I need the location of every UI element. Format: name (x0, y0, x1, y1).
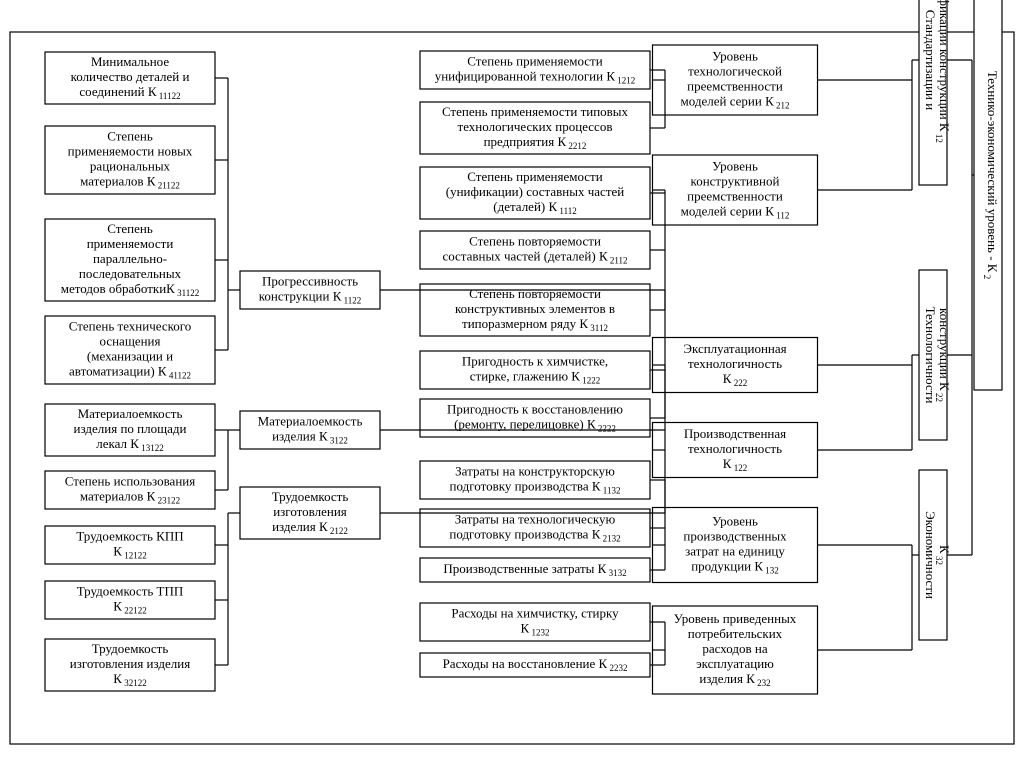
svg-text:(механизации и: (механизации и (87, 348, 173, 363)
node-l4e: Уровеньпроизводственныхзатрат на единицу… (653, 508, 818, 583)
svg-text:расходов на: расходов на (702, 641, 767, 656)
svg-text:преемственности: преемственности (687, 188, 783, 203)
svg-text:применяемости новых: применяемости новых (68, 143, 193, 158)
node-m8: Затраты на конструкторскуюподготовку про… (420, 461, 650, 499)
svg-text:Степень использования: Степень использования (65, 473, 195, 488)
node-m12: Расходы на восстановление К 2232 (420, 653, 650, 677)
svg-text:Расходы на восстановление К 2: Расходы на восстановление К 2232 (443, 656, 628, 673)
svg-text:технологических процессов: технологических процессов (458, 119, 613, 134)
svg-text:Степень: Степень (107, 128, 153, 143)
node-m2: Степень применяемости типовыхтехнологиче… (420, 102, 650, 154)
node-c3: Степеньприменяемостипараллельно-последов… (45, 219, 215, 301)
svg-text:Степень повторяемости: Степень повторяемости (469, 233, 601, 248)
node-m1: Степень применяемостиунифицированной тех… (420, 51, 650, 89)
node-m11: Расходы на химчистку, стиркуК 1232 (420, 603, 650, 641)
svg-text:конструктивных элементов в: конструктивных элементов в (455, 301, 615, 316)
svg-text:(унификации) составных частей: (унификации) составных частей (446, 184, 625, 199)
svg-text:составных частей (деталей) К: составных частей (деталей) К 2112 (442, 248, 627, 265)
node-p3: Трудоемкостьизготовленияизделия К 2122 (240, 487, 380, 539)
svg-text:потребительских: потребительских (688, 626, 783, 641)
svg-text:технологичность: технологичность (688, 356, 782, 371)
svg-text:Затраты на конструкторскую: Затраты на конструкторскую (455, 463, 615, 478)
svg-text:Пригодность к восстановлению: Пригодность к восстановлению (447, 401, 623, 416)
svg-text:Пригодность к химчистке,: Пригодность к химчистке, (462, 353, 608, 368)
svg-text:оснащения: оснащения (100, 333, 161, 348)
svg-text:Затраты на технологическую: Затраты на технологическую (455, 511, 616, 526)
node-m4: Степень повторяемостисоставных частей (д… (420, 231, 650, 269)
node-m6: Пригодность к химчистке,стирке, глажению… (420, 351, 650, 389)
node-m3: Степень применяемости(унификации) состав… (420, 167, 650, 219)
svg-text:Уровень: Уровень (712, 158, 758, 173)
node-c1: Минимальноеколичество деталей исоединени… (45, 52, 215, 104)
svg-text:Степень применяемости: Степень применяемости (467, 53, 602, 68)
svg-text:(ремонту, перелицовке) К 2222: (ремонту, перелицовке) К 2222 (454, 416, 616, 433)
svg-text:Стандартизации и: Стандартизации и (923, 10, 938, 110)
svg-text:изготовления: изготовления (273, 504, 347, 519)
svg-text:количество деталей и: количество деталей и (71, 69, 190, 84)
svg-text:типоразмерном ряду К 3112: типоразмерном ряду К 3112 (462, 316, 608, 333)
svg-text:Расходы на химчистку, стирку: Расходы на химчистку, стирку (451, 605, 619, 620)
svg-text:изделия по площади: изделия по площади (74, 421, 187, 436)
svg-text:моделей серии К 212: моделей серии К 212 (681, 93, 790, 110)
svg-text:производственных: производственных (683, 528, 787, 543)
svg-text:Степень применяемости: Степень применяемости (467, 169, 602, 184)
svg-text:подготовку производства К 213: подготовку производства К 2132 (449, 526, 620, 543)
svg-text:затрат на единицу: затрат на единицу (685, 543, 785, 558)
node-c8: Трудоемкость ТППК 22122 (45, 581, 215, 619)
svg-text:Трудоемкость: Трудоемкость (92, 641, 169, 656)
svg-text:Степень технического: Степень технического (69, 318, 192, 333)
node-p2: Материалоемкостьизделия К 3122 (240, 411, 380, 449)
svg-text:Трудоемкость КПП: Трудоемкость КПП (76, 528, 183, 543)
svg-text:параллельно-: параллельно- (93, 251, 167, 266)
svg-text:Трудоемкость ТПП: Трудоемкость ТПП (77, 583, 184, 598)
svg-text:Степень применяемости типовых: Степень применяемости типовых (442, 104, 629, 119)
svg-text:моделей серии К 112: моделей серии К 112 (681, 203, 790, 220)
node-m7: Пригодность к восстановлению(ремонту, пе… (420, 399, 650, 437)
node-m10: Производственные затраты К 3132 (420, 558, 650, 582)
node-m9: Затраты на технологическуюподготовку про… (420, 509, 650, 547)
svg-text:Материалоемкость: Материалоемкость (258, 413, 363, 428)
node-c6: Степень использованияматериалов К 23122 (45, 471, 215, 509)
svg-text:технологической: технологической (688, 63, 782, 78)
node-c2: Степеньприменяемости новыхрациональныхма… (45, 126, 215, 194)
svg-text:унифицированной технологии К 1: унифицированной технологии К 1212 (435, 68, 636, 85)
node-c4: Степень техническогооснащения(механизаци… (45, 316, 215, 384)
node-l4c: ЭксплуатационнаятехнологичностьК 222 (653, 338, 818, 393)
hierarchy-diagram: Технико-экономический уровень - К 2 Станд… (0, 0, 1024, 767)
node-std: Стандартизации иунификации конструкции К… (919, 0, 952, 185)
svg-text:Технологичности: Технологичности (923, 307, 938, 404)
svg-text:Степень повторяемости: Степень повторяемости (469, 286, 601, 301)
node-c7: Трудоемкость КППК 12122 (45, 526, 215, 564)
svg-text:преемственности: преемственности (687, 78, 783, 93)
svg-text:Эксплуатационная: Эксплуатационная (683, 341, 786, 356)
svg-text:подготовку производства К 113: подготовку производства К 1132 (450, 478, 621, 495)
node-m5: Степень повторяемостиконструктивных элем… (420, 284, 650, 336)
svg-text:Прогрессивность: Прогрессивность (262, 273, 358, 288)
svg-text:Материалоемкость: Материалоемкость (78, 406, 183, 421)
node-l4a: Уровеньтехнологическойпреемственностимод… (653, 45, 818, 115)
svg-text:Уровень: Уровень (712, 48, 758, 63)
node-l4d: ПроизводственнаятехнологичностьК 122 (653, 423, 818, 478)
svg-text:Степень: Степень (107, 221, 153, 236)
node-c9: Трудоемкостьизготовления изделияК 32122 (45, 639, 215, 691)
svg-text:Уровень приведенных: Уровень приведенных (674, 611, 797, 626)
node-c5: Материалоемкостьизделия по площадилекал … (45, 404, 215, 456)
svg-text:Уровень: Уровень (712, 513, 758, 528)
svg-text:Минимальное: Минимальное (91, 54, 169, 69)
svg-text:технологичность: технологичность (688, 441, 782, 456)
node-p1: Прогрессивностьконструкции К 1122 (240, 271, 380, 309)
svg-text:Производственные затраты К 31: Производственные затраты К 3132 (443, 561, 626, 578)
svg-text:Производственная: Производственная (684, 426, 786, 441)
svg-text:эксплуатацию: эксплуатацию (696, 656, 774, 671)
svg-text:рациональных: рациональных (90, 158, 171, 173)
node-root: Технико-экономический уровень - К 2 (974, 0, 1002, 390)
node-l4b: Уровеньконструктивнойпреемственностимоде… (653, 155, 818, 225)
svg-text:последовательных: последовательных (79, 266, 182, 281)
svg-text:изготовления изделия: изготовления изделия (70, 656, 190, 671)
svg-text:применяемости: применяемости (87, 236, 174, 251)
node-l4f: Уровень приведенныхпотребительскихрасход… (653, 606, 818, 694)
svg-text:конструктивной: конструктивной (691, 173, 780, 188)
svg-text:Трудоемкость: Трудоемкость (272, 489, 349, 504)
